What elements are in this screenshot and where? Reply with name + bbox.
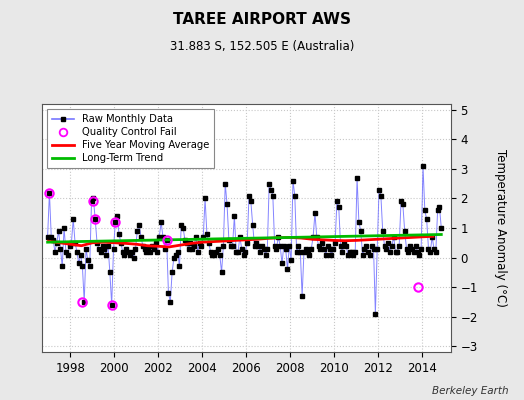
Y-axis label: Temperature Anomaly (°C): Temperature Anomaly (°C) bbox=[495, 149, 507, 307]
Text: Berkeley Earth: Berkeley Earth bbox=[432, 386, 508, 396]
Text: 31.883 S, 152.505 E (Australia): 31.883 S, 152.505 E (Australia) bbox=[170, 40, 354, 53]
Text: TAREE AIRPORT AWS: TAREE AIRPORT AWS bbox=[173, 12, 351, 27]
Legend: Raw Monthly Data, Quality Control Fail, Five Year Moving Average, Long-Term Tren: Raw Monthly Data, Quality Control Fail, … bbox=[47, 109, 214, 168]
